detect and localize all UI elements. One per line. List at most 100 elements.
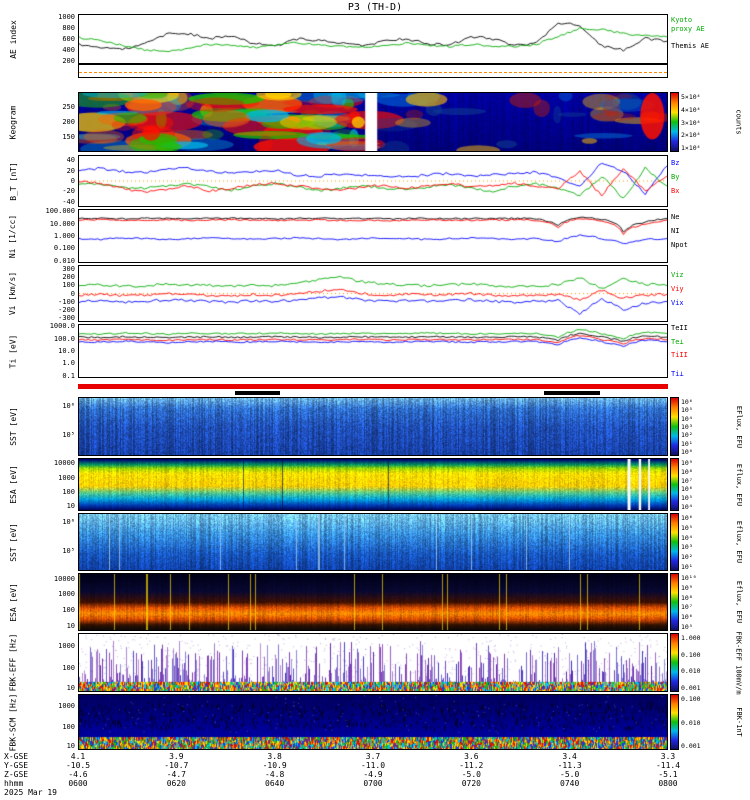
ytick: 40 (66, 156, 75, 165)
burst-bar (544, 391, 601, 395)
colorbar-tick: 1.000 (681, 634, 701, 642)
ti-plot (79, 325, 667, 377)
tick-label: -10.9 (262, 761, 287, 770)
ytick: -200 (58, 305, 75, 314)
legend-Bx: Bx (671, 187, 680, 195)
ytick: 10.000 (49, 219, 75, 228)
plot-title: P3 (TH-D) (347, 2, 403, 13)
ytick: 1.0 (62, 359, 75, 368)
colorbar-tick: 0.100 (681, 695, 701, 703)
ni-ylabel: Ni [1/cc] (0, 209, 26, 263)
colorbar-tick: 5×10⁴ (681, 93, 701, 101)
panel-sst_i (78, 397, 668, 456)
ytick: 10 (66, 502, 75, 511)
sst_i-ylabel: SST [eV] (0, 397, 26, 456)
tick-label: 0800 (658, 779, 678, 788)
red-separator (78, 384, 668, 389)
panel-ni (78, 209, 668, 263)
vi-plot (79, 266, 667, 321)
ytick: 10⁵ (62, 431, 75, 440)
legend-NI: NI (671, 227, 680, 235)
tick-label: 4.1 (70, 752, 86, 761)
tick-label: 3.4 (562, 752, 577, 761)
tick-label: 0620 (166, 779, 186, 788)
colorbar-tick: 10⁵ (681, 623, 693, 631)
axis-row-label: Z-GSE (4, 770, 29, 779)
ytick: 1000.0 (49, 322, 75, 331)
panel-b (78, 155, 668, 207)
colorbar-tick: 10⁰ (681, 448, 693, 456)
colorbar-tick: 0.010 (681, 718, 701, 727)
keo-plot (79, 93, 667, 151)
axis-row-label: Y-GSE (4, 761, 29, 770)
tick-label: -11.3 (557, 761, 582, 770)
colorbar-tick: 10² (681, 431, 693, 440)
panel-fbk_e (78, 633, 668, 692)
ytick: 10 (66, 683, 75, 692)
tick-label: -11.4 (655, 761, 681, 770)
tick-label: -11.2 (459, 761, 484, 770)
legend-Kyoto: Kyoto (671, 16, 693, 24)
ytick: 10⁵ (62, 546, 75, 555)
tick-label: -4.8 (265, 770, 285, 779)
esa_e-colorbar (670, 573, 679, 631)
ytick: 10000 (53, 459, 75, 468)
colorbar-tick: 3×10⁴ (681, 118, 701, 127)
panel-vi (78, 265, 668, 322)
ytick: 10⁶ (62, 401, 75, 410)
colorbar-tick: 2×10⁴ (681, 131, 701, 140)
ae-ylabel-text: AE index (8, 19, 18, 59)
fbk_b-plot (79, 695, 667, 749)
tick-label: 3.3 (660, 752, 676, 761)
tick-label: 0740 (560, 779, 580, 788)
tick-label: -5.0 (560, 770, 580, 779)
esa_e-cblabel-text: Eflux, EFU (735, 580, 743, 624)
b-ylabel-text: B_T [nT] (8, 161, 18, 201)
panel-esa_e (78, 573, 668, 631)
sst_e-cblabel: Eflux, EFU (730, 513, 748, 571)
vi-ylabel: Vi [km/s] (0, 265, 26, 322)
sst_i-plot (79, 398, 667, 455)
ytick: 100.000 (45, 207, 75, 216)
tick-label: -5.0 (461, 770, 481, 779)
keo-cblabel-text: counts (735, 109, 744, 135)
colorbar-tick: 0.001 (681, 742, 701, 750)
tick-label: 0720 (461, 779, 481, 788)
esa_e-cblabel: Eflux, EFU (730, 573, 748, 631)
sst_e-colorbar (670, 513, 679, 571)
esa_i-colorbar (670, 458, 679, 511)
esa_i-ylabel-text: ESA [eV] (8, 465, 18, 504)
tick-label: 0600 (68, 779, 88, 788)
colorbar-tick: 10³ (681, 543, 693, 552)
ytick: 200 (62, 273, 75, 282)
ytick: 100.0 (53, 334, 75, 343)
fbk_b-ylabel: FBK-SCM [Hz] (0, 693, 26, 751)
tick-label: 3.9 (169, 752, 184, 761)
axis-row-label: hhmm (4, 779, 24, 788)
ytick: 1000 (58, 473, 75, 482)
ytick: 600 (62, 35, 75, 43)
esa_e-ylabel: ESA [eV] (0, 573, 26, 631)
legend-Bz: Bz (671, 159, 680, 167)
tick-label: 0640 (265, 779, 285, 788)
colorbar-tick: 10⁸ (681, 467, 693, 476)
legend-By: By (671, 173, 680, 181)
ytick: 0.100 (53, 244, 75, 253)
fbk_b-colorbar (670, 694, 679, 750)
tick-label: 0700 (363, 779, 383, 788)
b-ylabel: B_T [nT] (0, 155, 26, 207)
colorbar-tick: 10² (681, 553, 693, 562)
ae-plot (79, 15, 667, 63)
legend-Vix: Vix (671, 299, 684, 307)
ytick: 0.1 (62, 371, 75, 380)
legend-Themis AE: Themis AE (671, 42, 709, 50)
vi-ylabel-text: Vi [km/s] (8, 271, 18, 316)
colorbar-tick: 10¹ (681, 439, 693, 448)
tick-label: 3.6 (464, 752, 479, 761)
ytick: 250 (62, 103, 75, 111)
ytick: -300 (58, 313, 75, 322)
tick-label: -4.9 (363, 770, 383, 779)
fbk_b-ylabel-text: FBK-SCM [Hz] (8, 693, 18, 751)
ytick: 0 (70, 289, 75, 298)
